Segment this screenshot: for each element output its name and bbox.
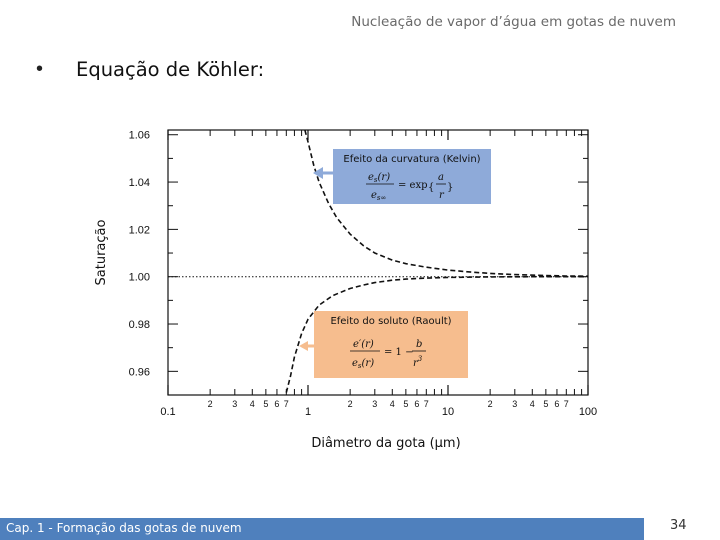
raoult-equation: e′(r) es(r) = 1 − b r3	[350, 339, 426, 370]
raoult-label: Efeito do soluto (Raoult)	[330, 316, 451, 327]
plot-frame	[167, 129, 589, 396]
svg-text:= exp: = exp	[398, 180, 428, 191]
x-minor-tick-label: 4	[390, 399, 395, 409]
slide-header-title: Nucleação de vapor d’água em gotas de nu…	[351, 14, 676, 30]
x-minor-tick-label: 6	[274, 399, 279, 409]
svg-text:r: r	[439, 190, 445, 201]
x-axis-label: Diâmetro da gota (μm)	[311, 436, 460, 451]
x-minor-tick-label: 4	[530, 399, 535, 409]
x-minor-tick-label: 6	[414, 399, 419, 409]
kelvin-label: Efeito da curvatura (Kelvin)	[343, 154, 480, 165]
raoult-annotation: Efeito do soluto (Raoult) e′(r) es(r) = …	[314, 311, 468, 378]
x-minor-tick-label: 7	[424, 399, 429, 409]
y-tick-label: 1.06	[129, 130, 150, 142]
y-tick-label: 0.98	[129, 319, 150, 331]
footer-text: Cap. 1 - Formação das gotas de nuvem	[6, 521, 242, 535]
x-tick-label: 100	[579, 406, 597, 418]
x-minor-tick-label: 5	[543, 399, 548, 409]
y-tick-label: 1.04	[129, 177, 150, 189]
kelvin-box	[333, 149, 491, 204]
x-tick-label: 0.1	[160, 406, 175, 418]
x-minor-tick-label: 3	[372, 399, 377, 409]
x-minor-tick-label: 5	[403, 399, 408, 409]
y-tick-label: 1.00	[129, 272, 150, 284]
kelvin-curve	[304, 129, 589, 277]
x-tick-label: 1	[305, 406, 311, 418]
svg-text:es(r): es(r)	[352, 358, 374, 370]
svg-text:= 1 −: = 1 −	[384, 347, 413, 358]
svg-text:a: a	[438, 172, 444, 183]
x-minor-tick-label: 2	[348, 399, 353, 409]
y-axis-label: Saturação	[94, 219, 109, 285]
footer-bar: Cap. 1 - Formação das gotas de nuvem	[0, 518, 644, 540]
y-tick-label: 1.02	[129, 224, 150, 236]
x-minor-tick-label: 7	[284, 399, 289, 409]
x-minor-tick-label: 3	[512, 399, 517, 409]
x-minor-tick-label: 2	[488, 399, 493, 409]
x-tick-label: 10	[442, 406, 454, 418]
svg-text:{: {	[428, 182, 434, 193]
x-minor-tick-label: 2	[208, 399, 213, 409]
x-minor-tick-label: 3	[232, 399, 237, 409]
x-minor-tick-label: 4	[250, 399, 255, 409]
kelvin-arrow	[313, 167, 333, 179]
x-minor-tick-label: 6	[554, 399, 559, 409]
kelvin-annotation: Efeito da curvatura (Kelvin) es(r) es∞ =…	[333, 149, 491, 204]
raoult-curve	[285, 275, 588, 393]
series-layer	[168, 129, 589, 393]
y-tick-label: 0.96	[129, 366, 150, 378]
svg-text:es(r): es(r)	[368, 172, 390, 184]
svg-text:}: }	[447, 182, 453, 193]
x-minor-tick-label: 7	[564, 399, 569, 409]
svg-text:b: b	[416, 339, 422, 350]
slide-heading: Equação de Köhler:	[76, 58, 265, 81]
raoult-box	[314, 311, 468, 378]
raoult-arrow	[299, 341, 314, 351]
x-minor-tick-label: 5	[263, 399, 268, 409]
svg-text:e′(r): e′(r)	[353, 339, 374, 350]
bullet-marker: •	[36, 58, 44, 80]
page-number: 34	[670, 518, 687, 533]
svg-text:r3: r3	[413, 355, 423, 369]
